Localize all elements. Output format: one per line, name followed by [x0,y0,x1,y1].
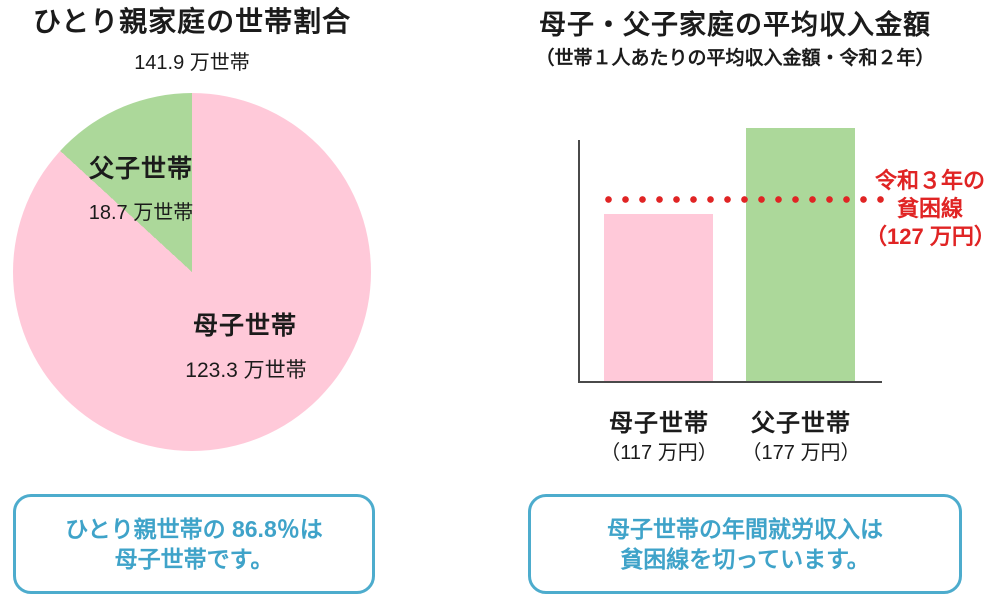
bar-chart-title: 母子・父子家庭の平均収入金額 [539,10,931,40]
pie-slice-label-mother: 母子世帯 [192,312,297,340]
pie-slice-value-father: 18.7 万世帯 [88,202,194,224]
bar-label-mother: 母子世帯 [609,410,709,437]
poverty-line [600,196,885,203]
poverty-line-label: 令和３年の 貧困線 （127 万円） [865,167,996,251]
pie-slice-value-mother: 123.3 万世帯 [185,359,307,382]
bar-label-father: 父子世帯 [751,410,851,437]
bar-callout-box: 母子世帯の年間就労収入は 貧困線を切っています。 [528,494,962,594]
bar-mother-child [604,214,713,381]
poverty-line-label-line3: （127 万円） [865,224,996,249]
bar-callout-line1: 母子世帯の年間就労収入は [607,516,883,542]
bar-father-child [746,128,855,381]
pie-chart-title: ひとり親家庭の世帯割合 [32,6,352,37]
bar-callout-line2: 貧困線を切っています。 [620,546,870,572]
pie-callout-box: ひとり親世帯の 86.8％は 母子世帯です。 [13,494,375,594]
poverty-line-label-line1: 令和３年の [874,168,985,193]
bar-value-father: （177 万円） [741,442,861,464]
pie-callout-line2: 母子世帯です。 [114,546,274,572]
pie-slice-label-father: 父子世帯 [88,155,193,183]
bar-chart-subtitle: （世帯１人あたりの平均収入金額・令和２年） [535,48,935,69]
poverty-line-label-line2: 貧困線 [896,196,963,221]
pie-chart [13,93,371,451]
x-axis-line [578,381,882,383]
y-axis-line [578,140,580,383]
pie-chart-total: 141.9 万世帯 [134,52,250,74]
bar-value-mother: （117 万円） [600,442,718,464]
pie-callout-line1: ひとり親世帯の 86.8％は [65,516,323,542]
